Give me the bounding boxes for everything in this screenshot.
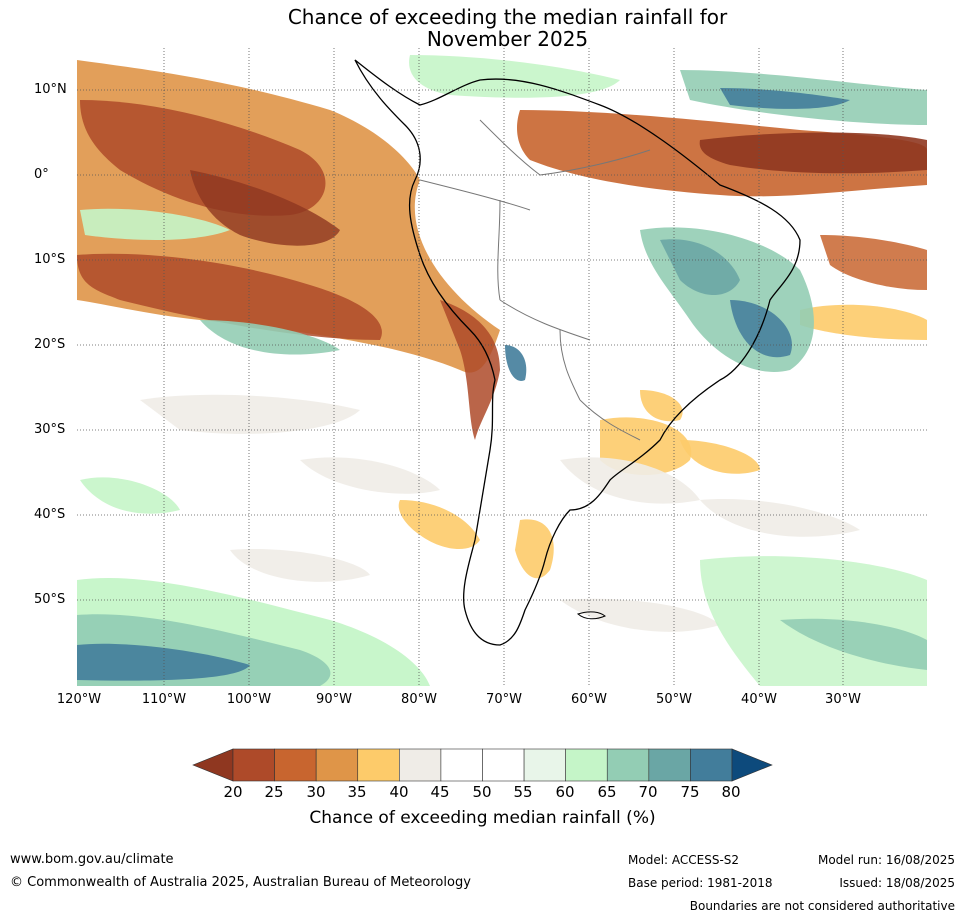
dry-region-south-atlantic (820, 235, 927, 290)
colorbar-segment (690, 748, 733, 782)
wet-region-pacific-eq (80, 208, 230, 240)
wet-core-atlantic-north (720, 88, 850, 109)
lat-label-10s: 10°S (34, 252, 66, 267)
falkland-islands (577, 611, 606, 620)
wet-region-southwest-pacific (80, 477, 180, 514)
near-normal-regions (140, 394, 860, 632)
wet-core-southern-ocean (77, 643, 250, 681)
colorbar-arrow-high (731, 748, 773, 782)
map-title-line-1: Chance of exceeding the median rainfall … (287, 5, 728, 29)
dry-coast-peru-chile (440, 300, 500, 440)
dry-region-south-atlantic-2 (680, 440, 760, 474)
lat-label-10n: 10°N (34, 82, 67, 97)
colorbar-tick: 40 (389, 783, 409, 801)
footer-base-period: Base period: 1981-2018 (628, 876, 773, 890)
colorbar-tick: 30 (306, 783, 326, 801)
colorbar-segment (523, 748, 566, 782)
dry-core-pacific-3 (190, 170, 340, 246)
footer-url[interactable]: www.bom.gov.au/climate (10, 852, 174, 867)
graticule (77, 48, 927, 686)
colorbar-segment (565, 748, 608, 782)
wet-region-pacific-mid (200, 320, 340, 355)
colorbar-segment (232, 748, 275, 782)
lat-label-20s: 20°S (34, 337, 66, 352)
lon-label-50w: 50°W (656, 692, 692, 707)
colorbar-tick: 55 (513, 783, 533, 801)
colorbar-segment (315, 748, 359, 782)
colorbar-segment (399, 748, 442, 782)
colorbar-tick: 70 (638, 783, 658, 801)
footer-model: Model: ACCESS-S2 (628, 853, 740, 867)
lon-label-90w: 90°W (316, 692, 352, 707)
dry-region-patagonia (398, 500, 480, 550)
dry-region-southern-brazil (640, 390, 683, 422)
lon-label-100w: 100°W (226, 692, 272, 707)
colorbar-segment (648, 748, 691, 782)
footer-model-run: Model run: 16/08/2025 (817, 853, 955, 867)
colorbar-segment (482, 748, 525, 782)
footer-issued: Issued: 18/08/2025 (839, 876, 955, 890)
lon-label-40w: 40°W (741, 692, 777, 707)
lat-label-0: 0° (34, 167, 49, 182)
colorbar-label: Chance of exceeding median rainfall (%) (309, 808, 656, 828)
colorbar-segment (274, 748, 317, 782)
colorbar-segment (606, 748, 650, 782)
colorbar-tick: 45 (430, 783, 450, 801)
dry-core-pacific-2 (77, 253, 382, 340)
colorbar-segment (357, 748, 400, 782)
lon-label-80w: 80°W (401, 692, 437, 707)
wet-anomaly-regions (77, 55, 927, 686)
footer-copyright: © Commonwealth of Australia 2025, Austra… (10, 875, 471, 890)
colorbar-tick: 65 (597, 783, 617, 801)
wet-core-brazil-east (660, 239, 740, 295)
lon-label-60w: 60°W (571, 692, 607, 707)
colorbar-tick: 80 (721, 783, 741, 801)
colorbar-segment (440, 748, 483, 782)
map-title-line-2: November 2025 (426, 27, 589, 51)
dry-anomaly-regions (77, 60, 927, 579)
lon-label-110w: 110°W (141, 692, 187, 707)
lon-label-30w: 30°W (825, 692, 861, 707)
south-america-coastline (354, 59, 801, 646)
dry-region-atlantic-ne (800, 304, 927, 340)
lat-label-40s: 40°S (34, 507, 66, 522)
colorbar-tick: 35 (347, 783, 367, 801)
colorbar-tick: 20 (223, 783, 243, 801)
dry-core-atlantic (699, 132, 927, 174)
wet-region-andes (505, 345, 527, 381)
lon-label-120w: 120°W (56, 692, 102, 707)
footer-disclaimer: Boundaries are not considered authoritat… (689, 899, 955, 913)
lat-label-30s: 30°S (34, 422, 66, 437)
country-borders (419, 119, 651, 441)
colorbar-tick: 75 (680, 783, 700, 801)
dry-core-pacific-1 (80, 100, 326, 216)
colorbar-tick: 60 (555, 783, 575, 801)
wet-core-south-atlantic (780, 618, 927, 670)
lon-label-70w: 70°W (486, 692, 522, 707)
lat-label-50s: 50°S (34, 592, 66, 607)
colorbar-tick: 50 (472, 783, 492, 801)
colorbar-tick: 25 (264, 783, 284, 801)
colorbar-arrow-low (192, 748, 234, 782)
